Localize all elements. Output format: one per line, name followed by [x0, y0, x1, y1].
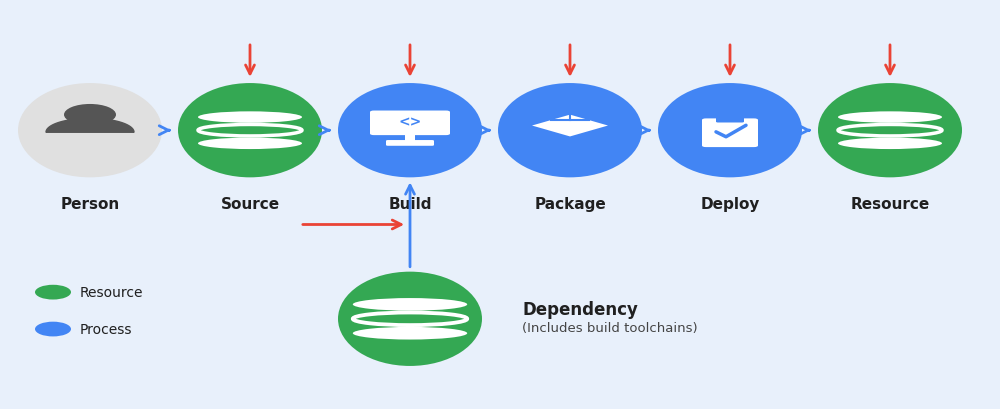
Ellipse shape	[838, 138, 942, 150]
Ellipse shape	[498, 84, 642, 178]
FancyBboxPatch shape	[405, 133, 415, 143]
Ellipse shape	[818, 84, 962, 178]
Ellipse shape	[353, 298, 467, 311]
Ellipse shape	[198, 138, 302, 150]
Ellipse shape	[18, 84, 162, 178]
FancyBboxPatch shape	[198, 118, 302, 144]
Text: Source: Source	[220, 196, 280, 211]
Text: Build: Build	[388, 196, 432, 211]
FancyBboxPatch shape	[716, 117, 744, 123]
FancyBboxPatch shape	[353, 305, 467, 333]
Ellipse shape	[338, 272, 482, 366]
Ellipse shape	[338, 84, 482, 178]
Circle shape	[35, 322, 71, 337]
Text: Package: Package	[534, 196, 606, 211]
Text: Resource: Resource	[850, 196, 930, 211]
FancyBboxPatch shape	[838, 118, 942, 144]
Polygon shape	[532, 115, 608, 137]
Ellipse shape	[658, 84, 802, 178]
Text: Process: Process	[80, 322, 132, 336]
Circle shape	[35, 285, 71, 300]
Text: Resource: Resource	[80, 285, 144, 299]
Ellipse shape	[198, 112, 302, 124]
Polygon shape	[46, 119, 134, 133]
Text: Deploy: Deploy	[700, 196, 760, 211]
Text: (Includes build toolchains): (Includes build toolchains)	[522, 321, 698, 335]
FancyBboxPatch shape	[702, 119, 758, 148]
FancyBboxPatch shape	[386, 141, 434, 146]
Text: <>: <>	[398, 115, 422, 129]
Circle shape	[64, 105, 116, 126]
Ellipse shape	[353, 327, 467, 340]
Ellipse shape	[178, 84, 322, 178]
Text: Person: Person	[60, 196, 120, 211]
FancyBboxPatch shape	[370, 111, 450, 136]
Text: Dependency: Dependency	[522, 300, 638, 318]
Ellipse shape	[838, 112, 942, 124]
